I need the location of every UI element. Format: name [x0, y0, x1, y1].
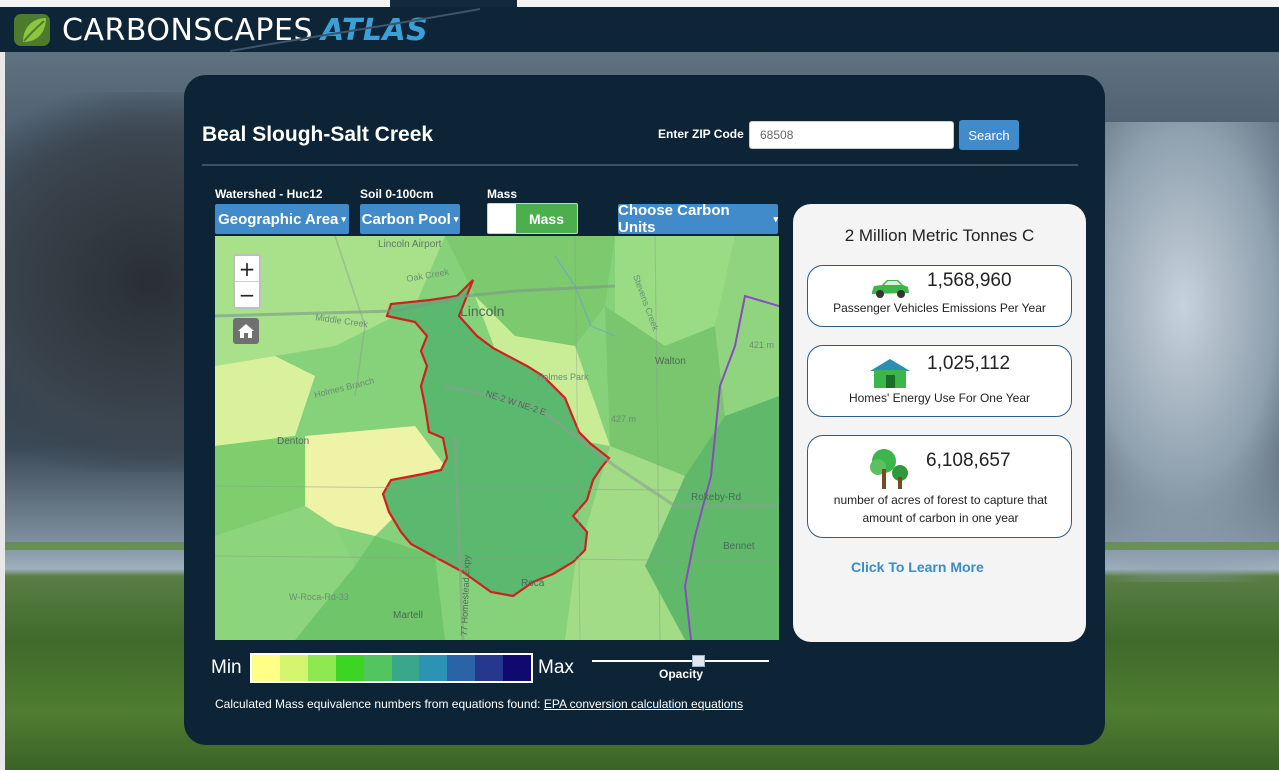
map-label-holmes-park: Holmes Park [537, 372, 589, 382]
equivalence-card-homes: 1,025,112 Homes' Energy Use For One Year [807, 345, 1072, 417]
legend-swatch [419, 655, 448, 681]
carbon-units-dropdown[interactable]: Choose Carbon Units ▾ [618, 202, 778, 236]
car-icon [872, 280, 909, 298]
region-title: Beal Slough-Salt Creek [202, 123, 434, 146]
forest-value: 6,108,657 [926, 450, 1011, 471]
house-icon [870, 359, 910, 388]
map-label-lincoln: Lincoln [460, 303, 504, 319]
footnote-text: Calculated Mass equivalence numbers from… [215, 697, 544, 711]
map-label-elevation-427: 427 m [611, 414, 636, 424]
map-label-roca: Roca [521, 578, 545, 589]
geographic-area-label: Geographic Area [218, 210, 339, 228]
carbon-pool-label: Soil 0-100cm [360, 187, 434, 201]
divider [202, 164, 1078, 166]
map-label-rokeby-rd: Rokeby-Rd [691, 492, 741, 503]
top-strip [0, 0, 1279, 7]
epa-equations-link[interactable]: EPA conversion calculation equations [543, 697, 744, 711]
forest-desc: number of acres of forest to capture tha… [833, 493, 1048, 525]
map-canvas[interactable]: Lincoln Airport Lincoln Denton Walton Ho… [215, 236, 779, 640]
app-logo[interactable]: CARBONSCAPES ATLAS [14, 11, 428, 49]
map-label-w-roca-rd: W-Roca-Rd-33 [289, 592, 349, 602]
opacity-label: Opacity [659, 667, 704, 681]
legend-swatch [363, 655, 392, 681]
logo-atlas: ATLAS [321, 12, 429, 48]
caret-down-icon: ▾ [453, 213, 459, 224]
mass-toggle-on: Mass [516, 204, 577, 233]
geo-area-label: Watershed - Huc12 [215, 187, 323, 201]
legend-swatch [503, 655, 532, 681]
trees-icon [870, 449, 908, 489]
map-view[interactable]: Lincoln Airport Lincoln Denton Walton Ho… [215, 236, 779, 640]
footnote: Calculated Mass equivalence numbers from… [215, 697, 743, 711]
leaf-icon [14, 14, 50, 46]
caret-down-icon: ▾ [773, 213, 778, 224]
search-button[interactable]: Search [959, 120, 1019, 150]
legend-swatch [307, 655, 336, 681]
logo-swoosh [230, 8, 481, 52]
home-extent-button[interactable] [233, 318, 259, 344]
legend-swatch [391, 655, 420, 681]
vehicles-desc: Passenger Vehicles Emissions Per Year [833, 301, 1046, 315]
equivalence-card-vehicles: 1,568,960 Passenger Vehicles Emissions P… [807, 265, 1072, 327]
map-label-denton: Denton [277, 436, 309, 447]
mass-label: Mass [487, 187, 518, 201]
homes-desc: Homes' Energy Use For One Year [848, 391, 1031, 405]
equivalence-panel: 2 Million Metric Tonnes C 1,568,960 Pass… [793, 204, 1086, 642]
zoom-out-button[interactable]: − [238, 282, 256, 307]
opacity-slider-handle[interactable] [692, 655, 706, 667]
zip-label: Enter ZIP Code [658, 127, 744, 141]
legend-swatch [447, 655, 476, 681]
legend-swatch [335, 655, 364, 681]
homes-value: 1,025,112 [927, 353, 1011, 374]
carbon-units-label: Choose Carbon Units [618, 202, 730, 236]
legend-swatch [475, 655, 504, 681]
left-edge [0, 52, 5, 770]
top-tab-notch [390, 0, 517, 7]
logo-text: CARBONSCAPES ATLAS [62, 12, 429, 48]
zoom-control: + − [233, 254, 261, 309]
map-label-martell: Martell [393, 610, 423, 621]
carbon-pool-button-label: Carbon Pool [361, 210, 451, 228]
legend-color-ramp [250, 653, 533, 683]
home-icon [238, 324, 254, 338]
map-label-walton: Walton [655, 356, 686, 367]
map-label-lincoln-airport: Lincoln Airport [378, 239, 442, 250]
map-label-elevation-421: 421 m [749, 340, 774, 350]
opacity-slider-track[interactable] [592, 660, 769, 662]
legend-swatch [279, 655, 308, 681]
legend-min: Min [211, 657, 242, 678]
equivalence-card-forest: 6,108,657 number of acres of forest to c… [807, 435, 1072, 538]
legend-max: Max [538, 657, 574, 678]
vehicles-value: 1,568,960 [927, 270, 1012, 291]
caret-down-icon: ▾ [341, 213, 346, 224]
map-label-bennet: Bennet [723, 541, 755, 552]
learn-more-link[interactable]: Click To Learn More [851, 559, 984, 575]
equivalence-title: 2 Million Metric Tonnes C [844, 226, 1035, 245]
app-header: CARBONSCAPES ATLAS [0, 7, 1279, 52]
mass-toggle[interactable]: Mass [487, 203, 578, 234]
zip-input[interactable] [749, 121, 954, 149]
legend-swatch [252, 655, 280, 681]
geographic-area-dropdown[interactable]: Geographic Area ▾ [215, 204, 349, 234]
zoom-in-button[interactable]: + [235, 256, 259, 282]
map-label-homestead-expy: 77 Homestead Expy [459, 554, 472, 636]
carbon-pool-dropdown[interactable]: Carbon Pool ▾ [360, 204, 460, 234]
main-panel: Beal Slough-Salt Creek Enter ZIP Code Se… [184, 75, 1105, 745]
